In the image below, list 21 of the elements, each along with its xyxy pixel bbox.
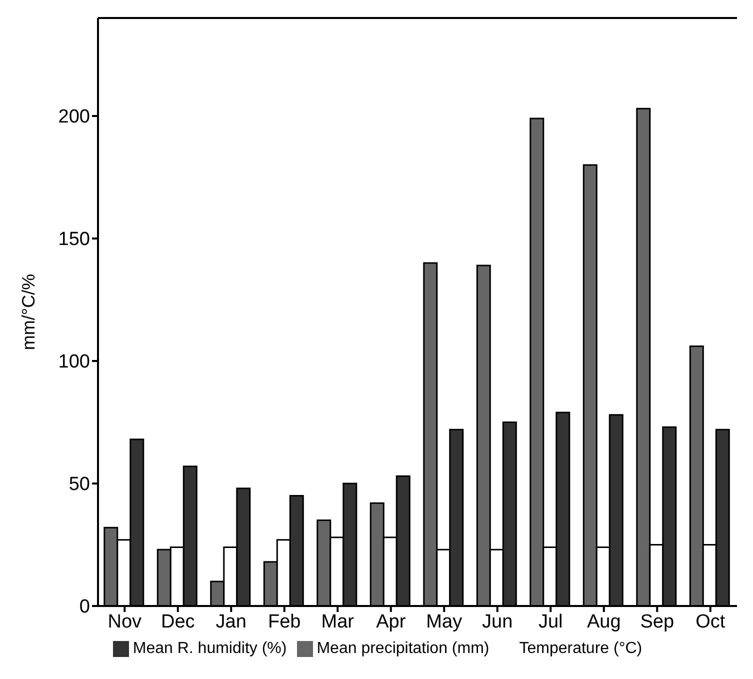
x-tick-label: Oct: [696, 611, 726, 632]
y-tick-label: 150: [58, 229, 90, 250]
x-tick-label: Jan: [216, 611, 246, 632]
x-tick-label: Apr: [376, 611, 406, 632]
x-tick-label: Mar: [321, 611, 355, 632]
y-tick-label: 100: [58, 352, 90, 373]
y-tick-label: 200: [58, 106, 90, 128]
legend-label: Mean R. humidity (%): [132, 640, 287, 657]
x-tick-label: Dec: [160, 611, 195, 632]
x-tick-label: Jun: [482, 611, 513, 632]
y-tick-label: 50: [68, 474, 90, 496]
y-tick-label: 0: [79, 596, 90, 618]
x-tick-label: Feb: [268, 611, 301, 632]
legend-label: Mean precipitation (mm): [316, 640, 490, 657]
x-tick-label: May: [426, 611, 463, 632]
y-axis-title: mm/°C/%: [18, 274, 38, 350]
text: Temperature (°C): [519, 640, 642, 657]
x-tick-label: Aug: [586, 611, 621, 632]
x-tick-label: Jul: [538, 611, 563, 632]
x-tick-label: Sep: [640, 611, 674, 632]
x-tick-label: Nov: [108, 611, 142, 632]
